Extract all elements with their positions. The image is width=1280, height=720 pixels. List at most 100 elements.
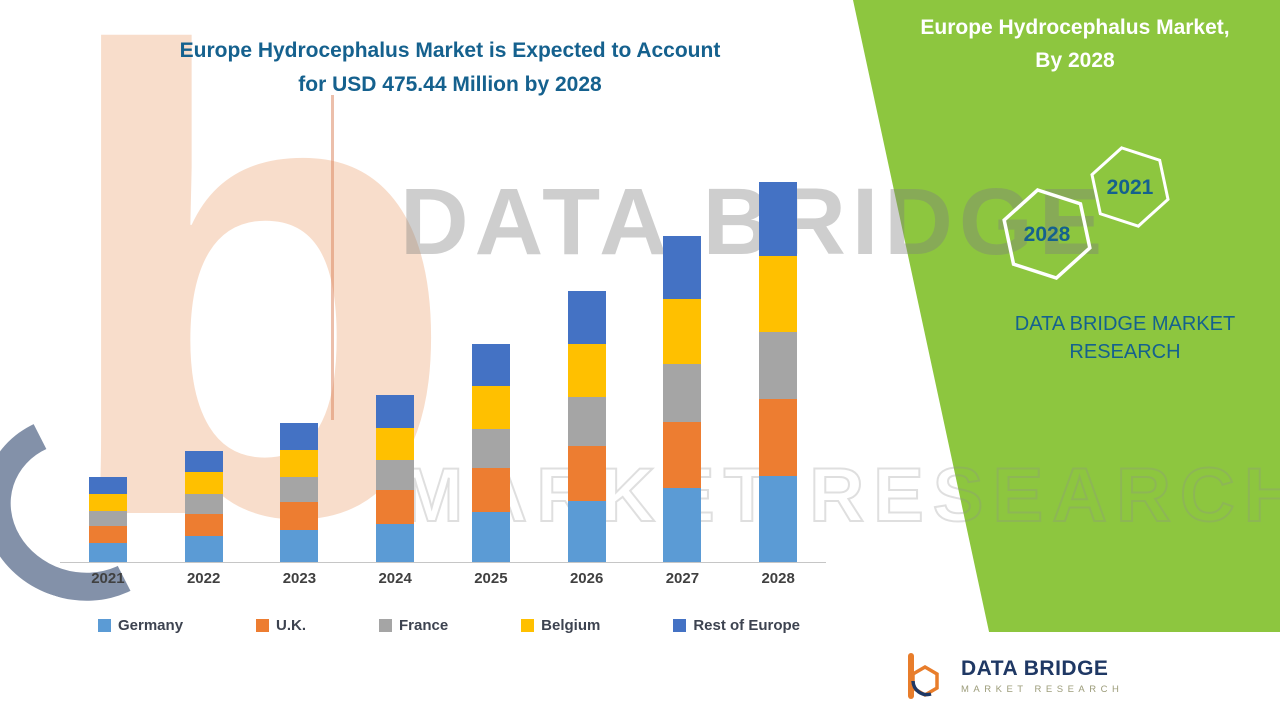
bar-segment-2025-rest-of-europe xyxy=(471,343,510,387)
footer-logo-sub: MARKET RESEARCH xyxy=(961,684,1124,695)
bar-segment-2026-belgium xyxy=(567,343,606,398)
bar-segment-2025-u-k- xyxy=(471,468,510,513)
chart-title-line2: for USD 475.44 Million by 2028 xyxy=(298,72,602,96)
bar-segment-2027-rest-of-europe xyxy=(663,236,702,300)
bar-segment-2025-france xyxy=(471,429,510,469)
bar-segment-2024-u-k- xyxy=(376,490,415,524)
x-label-slot-2027: 2027 xyxy=(635,570,731,587)
legend-swatch xyxy=(98,619,111,632)
bar-segment-2024-france xyxy=(376,460,415,491)
legend-swatch xyxy=(256,619,270,632)
bar-segment-2024-germany xyxy=(376,523,415,562)
bar-slot-2025 xyxy=(443,148,539,562)
legend-swatch xyxy=(673,619,687,632)
bar-segment-2022-belgium xyxy=(184,472,223,495)
bar-segment-2021-u-k- xyxy=(88,526,127,543)
bar-segment-2027-u-k- xyxy=(663,422,702,488)
bar-segment-2021-belgium xyxy=(88,494,127,511)
bar-2021 xyxy=(88,477,127,562)
bar-segment-2024-rest-of-europe xyxy=(376,394,415,428)
x-axis-label-2025: 2025 xyxy=(474,570,508,587)
bar-segment-2022-rest-of-europe xyxy=(184,450,223,473)
bar-2023 xyxy=(280,422,319,562)
panel-brand-line1: DATA BRIDGE MARKET xyxy=(1014,313,1236,335)
bar-segment-2024-belgium xyxy=(376,427,415,461)
footer-logo-text: DATA BRIDGE MARKET RESEARCH xyxy=(961,657,1123,695)
bar-segment-2026-rest-of-europe xyxy=(567,291,606,344)
panel-brand-text: DATA BRIDGE MARKET RESEARCH xyxy=(955,310,1280,366)
bar-2027 xyxy=(663,236,702,562)
legend-swatch xyxy=(521,619,535,632)
x-label-slot-2022: 2022 xyxy=(156,570,252,587)
panel-title: Europe Hydrocephalus Market, By 2028 xyxy=(890,12,1260,77)
bar-segment-2023-germany xyxy=(280,530,319,562)
plot-area xyxy=(60,148,826,563)
background-logo-line xyxy=(331,95,334,420)
bar-segment-2021-germany xyxy=(88,542,127,562)
bar-segment-2026-france xyxy=(567,397,606,447)
x-axis-label-2027: 2027 xyxy=(665,570,700,587)
bar-segment-2022-france xyxy=(184,494,223,515)
bar-slot-2023 xyxy=(252,148,348,562)
hexagon-2028-label: 2028 xyxy=(1024,223,1071,246)
legend-item-rest-of-europe: Rest of Europe xyxy=(673,617,800,634)
bar-2025 xyxy=(471,343,510,562)
bar-segment-2025-belgium xyxy=(471,386,510,430)
bar-slot-2027 xyxy=(635,148,731,562)
legend: Germany U.K. France Belgium Rest of Europe xyxy=(98,617,800,634)
legend-label: U.K. xyxy=(276,617,307,634)
legend-label: France xyxy=(398,617,449,634)
legend-label: Germany xyxy=(118,617,184,634)
bar-segment-2023-belgium xyxy=(280,450,319,478)
legend-swatch xyxy=(378,619,392,632)
chart-title: Europe Hydrocephalus Market is Expected … xyxy=(105,34,795,101)
bar-segment-2021-rest-of-europe xyxy=(88,477,127,495)
year-hexagons: 2028 2021 xyxy=(1002,146,1170,280)
bar-segment-2027-belgium xyxy=(663,299,702,364)
watermark-market-research-text: MARKET RESEARCH xyxy=(399,452,1280,539)
chart-title-line1: Europe Hydrocephalus Market is Expected … xyxy=(179,39,721,62)
bar-segment-2023-u-k- xyxy=(280,502,319,530)
bar-segment-2026-germany xyxy=(567,500,606,562)
x-axis-labels: 2021 2022 2023 2024 2025 2026 2027 2028 xyxy=(60,570,826,587)
bar-segment-2028-germany xyxy=(759,475,798,562)
bar-2022 xyxy=(184,450,223,562)
bar-slot-2024 xyxy=(347,148,443,562)
legend-item-u-k-: U.K. xyxy=(256,617,306,634)
bar-segment-2028-rest-of-europe xyxy=(759,182,798,257)
legend-item-france: France xyxy=(378,617,449,634)
hexagon-2028-outline xyxy=(1002,188,1092,280)
bar-2028 xyxy=(759,182,798,562)
bar-segment-2023-rest-of-europe xyxy=(280,422,319,451)
bar-segment-2022-germany xyxy=(184,536,223,562)
x-axis-label-2023: 2023 xyxy=(282,570,317,587)
hexagon-2021-label: 2021 xyxy=(1107,176,1154,199)
bar-slot-2021 xyxy=(60,148,156,562)
panel-title-line1: Europe Hydrocephalus Market, xyxy=(920,16,1230,39)
bar-segment-2027-france xyxy=(663,363,702,423)
x-label-slot-2023: 2023 xyxy=(252,570,348,587)
x-axis-label-2022: 2022 xyxy=(186,570,221,587)
legend-item-germany: Germany xyxy=(98,617,183,634)
bar-slot-2026 xyxy=(539,148,635,562)
footer-logo-name: DATA BRIDGE xyxy=(961,657,1109,680)
x-axis-label-2028: 2028 xyxy=(761,570,795,587)
bar-segment-2023-france xyxy=(280,477,319,502)
bar-slot-2028 xyxy=(730,148,826,562)
bar-2024 xyxy=(376,394,415,562)
bar-slot-2022 xyxy=(156,148,252,562)
hexagon-2021-outline xyxy=(1090,146,1170,228)
x-label-slot-2021: 2021 xyxy=(60,570,156,587)
bar-2026 xyxy=(567,291,606,562)
x-axis-label-2021: 2021 xyxy=(91,570,125,587)
bar-segment-2028-u-k- xyxy=(759,399,798,476)
bar-segment-2021-france xyxy=(88,510,127,527)
x-label-slot-2025: 2025 xyxy=(443,570,539,587)
legend-label: Rest of Europe xyxy=(693,617,800,634)
bar-segment-2027-germany xyxy=(663,487,702,562)
x-axis-label-2024: 2024 xyxy=(378,570,412,587)
bar-segment-2022-u-k- xyxy=(184,514,223,537)
panel-title-line2: By 2028 xyxy=(1035,48,1115,72)
legend-label: Belgium xyxy=(541,617,601,634)
